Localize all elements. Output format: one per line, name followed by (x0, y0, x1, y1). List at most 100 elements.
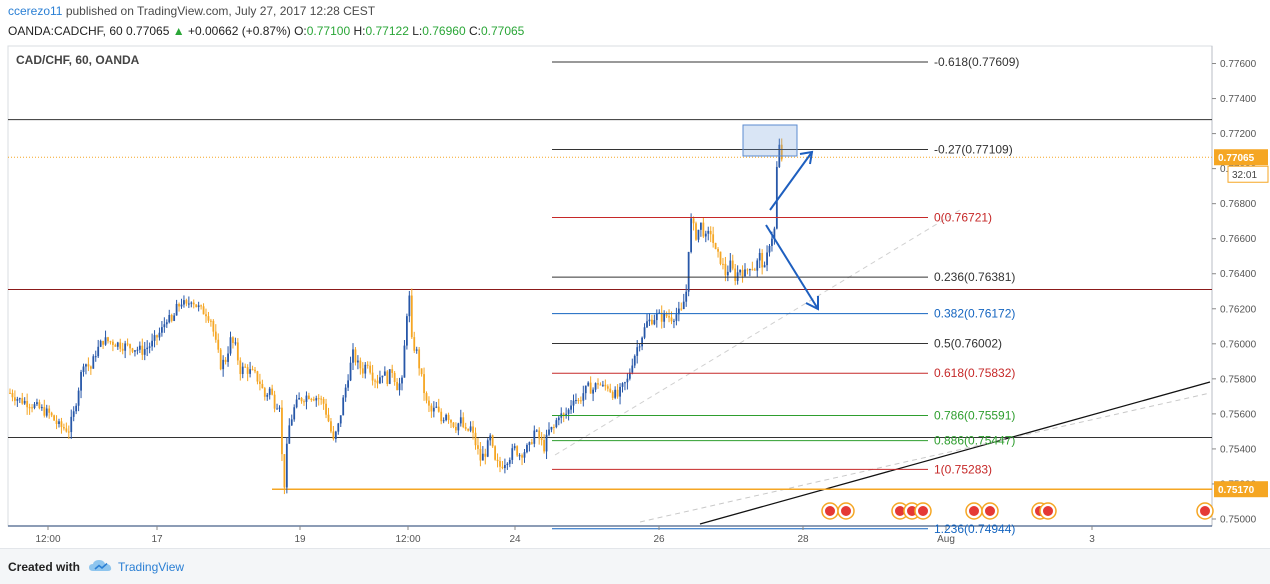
candle-body (239, 360, 242, 375)
candle-body (744, 269, 746, 277)
scenario-arrow-down (765, 224, 819, 310)
candle-body (428, 400, 430, 406)
candle-body (501, 466, 504, 469)
symbol-info: OANDA:CADCHF, 60 0.77065 ▲ +0.00662 (+0.… (8, 24, 524, 38)
price-tick-label: 0.77200 (1220, 129, 1257, 140)
candle-body (557, 417, 560, 421)
price-tick-label: 0.75600 (1220, 409, 1257, 420)
candle-body (246, 367, 249, 374)
candle-body (371, 372, 374, 381)
candle-body (131, 348, 134, 352)
candle-body (107, 337, 109, 342)
candle-body (219, 349, 222, 370)
candle-body (771, 238, 773, 246)
candle-body (636, 347, 639, 356)
fib-level-label: 0.236(0.76381) (934, 270, 1015, 284)
candle-body (21, 398, 24, 404)
candle-body (648, 319, 651, 322)
chart-grid (7, 45, 1213, 527)
candle-body (148, 346, 151, 348)
candle-body (440, 411, 443, 422)
candle-body (668, 316, 670, 318)
candle-body (77, 390, 80, 406)
candle-body (112, 341, 114, 345)
trend-lines (554, 209, 1211, 525)
candle-body (641, 337, 643, 347)
candle-body (555, 420, 558, 428)
candle-body (638, 346, 641, 348)
candle-body (604, 384, 607, 387)
candle-body (756, 260, 759, 271)
candle-body (538, 430, 541, 439)
candle-body (508, 459, 511, 464)
event-flag-icon-center (825, 506, 835, 516)
support-price-tag (1214, 481, 1268, 498)
candle-body (459, 417, 462, 424)
candle-body (621, 383, 624, 387)
candle-body (386, 371, 389, 384)
candle-body (599, 384, 602, 386)
candle-body (761, 252, 764, 268)
candle-body (26, 400, 29, 408)
created-with-text: Created with (8, 560, 81, 574)
candle-body (575, 400, 577, 402)
candle-body (89, 366, 92, 369)
candle-body (332, 431, 335, 439)
candle-body (114, 344, 117, 347)
candle-body (187, 303, 190, 305)
candle-body (491, 435, 494, 447)
candle-body (183, 300, 185, 305)
candle-body (717, 249, 719, 252)
candle-body (540, 438, 543, 441)
time-tick-label: 12:00 (395, 534, 420, 545)
candle-body (567, 409, 570, 414)
candle-body (288, 425, 291, 444)
candle-body (50, 412, 53, 416)
candle-body (589, 382, 592, 394)
candle-body (349, 362, 352, 381)
candle-body (572, 400, 575, 406)
current-price-tag (1214, 149, 1268, 166)
candle-body (210, 320, 212, 322)
candle-body (43, 407, 46, 416)
highlight-box (742, 124, 798, 157)
candle-body (626, 378, 629, 383)
candle-body (344, 387, 347, 398)
candle-body (317, 398, 320, 400)
candle-body (192, 302, 195, 305)
candle-body (379, 377, 381, 384)
candle-body (486, 440, 489, 457)
publish-text: published on TradingView.com, July 27, 2… (62, 4, 376, 18)
price-tick-label: 0.76400 (1220, 269, 1257, 280)
price-axis: 0.750000.752000.754000.756000.758000.760… (1212, 59, 1269, 525)
fib-level-label: 0(0.76721) (934, 211, 992, 225)
candle-body (457, 423, 460, 431)
candle-body (234, 342, 237, 344)
candle-body (241, 366, 244, 375)
tradingview-brand-link[interactable]: TradingView (118, 560, 185, 574)
candle-body (285, 443, 288, 488)
candle-body (300, 397, 303, 402)
candle-body (28, 407, 31, 409)
candle-body (521, 455, 523, 458)
candle-body (425, 393, 428, 401)
candle-body (325, 403, 327, 415)
candle-body (222, 359, 225, 370)
candle-body (9, 392, 11, 394)
candle-body (48, 408, 51, 413)
candle-body (477, 445, 479, 449)
candle-body (719, 251, 722, 264)
candle-body (432, 407, 435, 412)
event-flag-icon-center (1200, 506, 1210, 516)
candle-body (450, 420, 452, 423)
time-tick-label: 3 (1089, 534, 1095, 545)
candle-body (357, 360, 359, 363)
author-link[interactable]: ccerezo11 (8, 4, 63, 18)
candle-body (653, 320, 656, 325)
fib-level-label: 0.886(0.75447) (934, 434, 1015, 448)
candle-body (714, 242, 717, 250)
candle-body (704, 233, 707, 237)
candle-body (565, 413, 568, 416)
candle-body (423, 374, 425, 394)
